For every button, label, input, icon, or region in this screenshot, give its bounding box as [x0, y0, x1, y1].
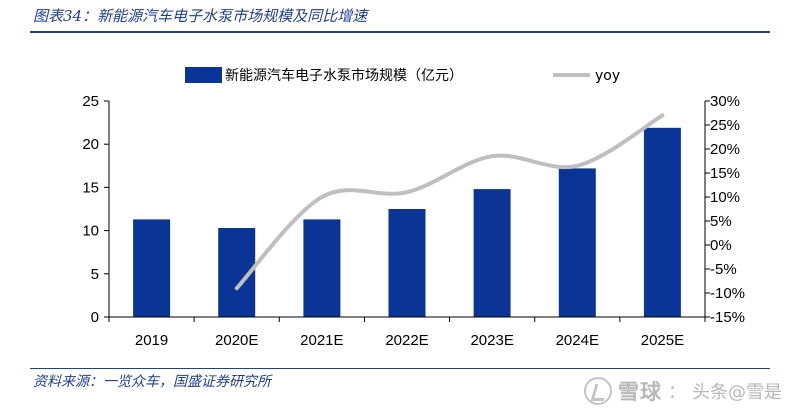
left-tick-label: 5	[91, 266, 99, 283]
bar-2021E	[303, 219, 341, 317]
bars	[133, 127, 681, 317]
watermark: 雪球 ： 头条@雪是	[584, 373, 782, 409]
legend-bar-swatch	[185, 67, 222, 83]
right-tick-label: 5%	[710, 213, 732, 230]
x-tick-label: 2019	[135, 332, 168, 349]
left-tick-label: 25	[82, 93, 99, 110]
bar-2019	[133, 219, 171, 317]
right-tick-label: -10%	[710, 285, 745, 302]
yoy-line	[234, 113, 665, 291]
right-tick-label: 10%	[710, 189, 740, 206]
left-tick-label: 15	[82, 179, 99, 196]
left-tick-label: 0	[91, 309, 99, 326]
figure-title: 图表34：新能源汽车电子水泵市场规模及同比增速	[33, 7, 368, 25]
chart: 0 5 10 15 20 25 -15% -10% -5% 0% 5% 10% 15% 20% 25% 30%…	[82, 67, 745, 349]
legend-bar-label: 新能源汽车电子水泵市场规模（亿元）	[225, 67, 463, 84]
legend-line-label: yoy	[595, 68, 620, 84]
left-tick-label: 10	[82, 223, 99, 240]
left-tick-label: 20	[82, 136, 99, 153]
bar-2025E	[643, 127, 681, 317]
x-tick-label: 2024E	[556, 332, 599, 349]
yoy-line-path	[234, 113, 665, 291]
right-tick-label: 25%	[710, 117, 740, 134]
axes: 0 5 10 15 20 25 -15% -10% -5% 0% 5% 10% 15% 20% 25% 30%…	[82, 93, 745, 349]
bar-2024E	[558, 168, 596, 317]
legend: 新能源汽车电子水泵市场规模（亿元） yoy	[185, 67, 620, 84]
right-tick-label: -5%	[710, 261, 737, 278]
source-rule	[30, 368, 770, 369]
bar-2023E	[473, 189, 511, 317]
right-tick-label: 20%	[710, 141, 740, 158]
right-tick-label: -15%	[710, 309, 745, 326]
x-tick-label: 2022E	[385, 332, 428, 349]
bar-2022E	[388, 209, 426, 317]
title-underline	[30, 31, 770, 33]
watermark-separator: ：	[668, 382, 686, 403]
x-tick-label: 2023E	[470, 332, 513, 349]
x-tick-label: 2025E	[641, 332, 684, 349]
snowball-logo-icon	[584, 377, 612, 405]
x-tick-label: 2021E	[300, 332, 343, 349]
right-tick-label: 0%	[710, 237, 732, 254]
watermark-account: 头条@雪是	[692, 382, 782, 403]
right-tick-label: 30%	[710, 93, 740, 110]
source-note: 资料来源：一览众车，国盛证券研究所	[33, 374, 271, 390]
watermark-site: 雪球	[618, 380, 662, 404]
x-tick-label: 2020E	[215, 332, 258, 349]
right-tick-label: 15%	[710, 165, 740, 182]
